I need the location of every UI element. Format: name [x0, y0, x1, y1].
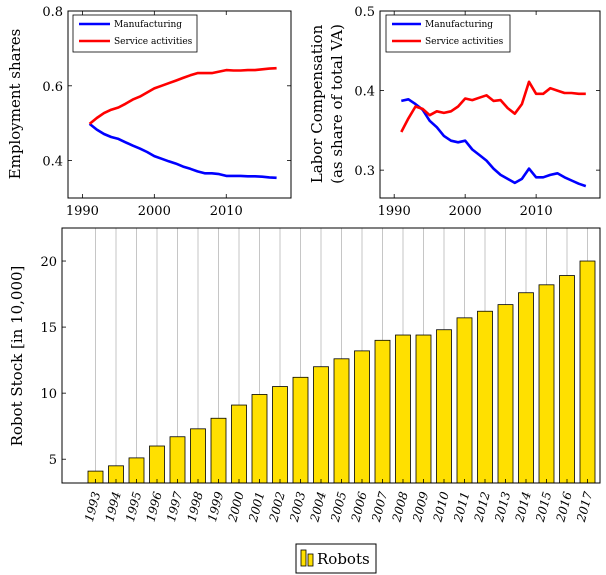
x-tick-label: 2000 [225, 490, 247, 524]
chart-frame [67, 10, 292, 199]
x-tick-label: 2000 [449, 204, 482, 219]
bar-2016 [559, 275, 575, 484]
legend-label-manufacturing: Manufacturing [425, 20, 493, 30]
x-tick-label: 2006 [348, 490, 370, 524]
x-tick-label: 1995 [123, 490, 144, 523]
x-tick-label: 1997 [164, 490, 186, 523]
y-tick-label: 0.3 [354, 164, 375, 179]
legend: Robots [295, 543, 377, 574]
bar-2013 [497, 304, 514, 484]
y-axis-label-line1: Labor Compensation [308, 24, 326, 183]
series-line-manufacturing [88, 122, 277, 180]
x-tick-label: 2014 [512, 490, 534, 524]
bar-2003 [292, 376, 309, 484]
y-tick-label: 20 [40, 255, 57, 270]
bar-2011 [456, 317, 473, 484]
x-tick-label: 2008 [389, 490, 411, 524]
x-tick-label: 2010 [520, 204, 553, 219]
x-tick-label: 1994 [102, 490, 123, 523]
chart-frame [379, 10, 601, 199]
y-tick-label: 0.4 [42, 155, 63, 170]
bar-2004 [313, 366, 329, 484]
bar-2000 [231, 404, 247, 484]
legend: Manufacturing Service activities [385, 14, 511, 53]
bar-1997 [169, 436, 186, 484]
legend: Manufacturing Service activities [72, 14, 198, 53]
y-tick-label: 0.4 [354, 85, 375, 100]
x-tick-label: 2016 [553, 490, 575, 524]
legend-swatch-robots [300, 549, 307, 567]
bar-1996 [149, 445, 165, 484]
x-tick-label: 2007 [369, 490, 391, 524]
legend-label-manufacturing: Manufacturing [114, 20, 182, 30]
labor-compensation-chart: 1990 2000 2010 0.3 0.4 0.5 Manufacturing Serv… [308, 5, 601, 219]
employment-shares-chart: 1990 2000 2010 0.4 0.6 0.8 Manufacturing Serv… [6, 5, 292, 219]
series-line-service [400, 80, 586, 133]
x-tick-label: 2005 [328, 490, 350, 524]
legend-label-service: Service activities [114, 37, 193, 47]
bar-2002 [272, 386, 288, 484]
y-tick-label: 5 [49, 453, 57, 468]
chart-frame [61, 227, 601, 484]
x-tick-label: 2009 [410, 490, 432, 524]
x-tick-label: 2002 [266, 490, 288, 524]
x-tick-label: 2004 [307, 490, 329, 524]
y-tick-label: 0.5 [354, 5, 375, 20]
legend-label-robots: Robots [317, 550, 370, 568]
bar-2006 [354, 350, 370, 484]
y-tick-label: 0.6 [42, 80, 63, 95]
y-axis-label-line2: (as share of total VA) [328, 24, 346, 184]
x-tick-label: 2001 [246, 490, 268, 524]
bar-2012 [477, 310, 493, 484]
bar-1999 [210, 417, 227, 484]
x-tick-label: 2010 [210, 204, 243, 219]
x-tick-label: 2000 [138, 204, 171, 219]
x-tick-label: 2011 [451, 490, 473, 524]
y-tick-label: 15 [40, 321, 57, 336]
bar-2009 [415, 334, 432, 484]
bar-2017 [579, 260, 596, 484]
legend-label-service: Service activities [425, 37, 504, 47]
x-tick-label: 1990 [378, 204, 411, 219]
x-tick-label: 1998 [184, 490, 206, 523]
x-tick-label: 2015 [533, 490, 555, 524]
bar-2001 [251, 394, 268, 484]
x-tick-label: 2012 [471, 490, 493, 524]
y-tick-label: 10 [40, 387, 57, 402]
y-axis-label: Robot Stock [in 10,000] [8, 266, 26, 447]
y-axis-label: Employment shares [6, 29, 24, 180]
robot-stock-chart: 1993 1994 1995 1996 1997 1998 1999 2000 2001 2002… [8, 227, 601, 574]
x-tick-label: 1990 [66, 204, 99, 219]
x-tick-label: 1993 [82, 490, 104, 523]
legend-swatch-robots-2 [307, 553, 314, 567]
bar-2005 [333, 358, 350, 484]
x-tick-label: 2013 [492, 490, 514, 524]
y-tick-label: 0.8 [42, 5, 63, 20]
series-line-service [88, 66, 277, 125]
bar-2014 [518, 292, 534, 484]
bar-2007 [374, 339, 391, 484]
x-tick-label: 2017 [574, 490, 596, 524]
x-tick-label: 2003 [287, 490, 309, 524]
series-line-manufacturing [401, 98, 587, 188]
x-tick-label: 2010 [430, 490, 452, 524]
bar-1998 [190, 428, 206, 484]
bar-2010 [436, 329, 452, 484]
bar-2015 [538, 284, 555, 484]
bar-2008 [395, 334, 411, 484]
x-tick-label: 1999 [205, 490, 227, 523]
x-tick-label: 1996 [143, 490, 165, 523]
